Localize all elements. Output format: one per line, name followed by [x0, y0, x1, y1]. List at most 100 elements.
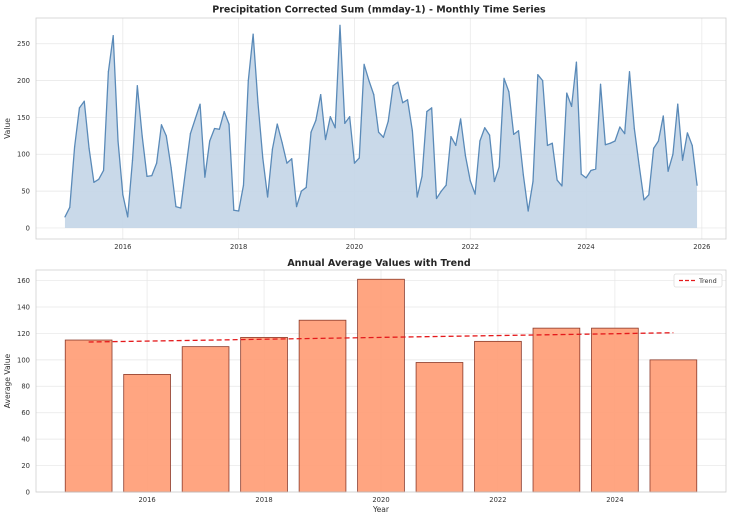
trend-line	[88, 332, 674, 343]
data-point	[151, 175, 153, 177]
data-point	[416, 196, 418, 198]
data-point	[247, 80, 249, 82]
y-tick-label: 20	[21, 462, 30, 470]
x-axis-label: Year	[372, 505, 390, 514]
y-tick-label: 140	[17, 303, 30, 311]
data-point	[300, 190, 302, 192]
data-point	[252, 33, 254, 35]
y-tick-label: 50	[21, 188, 30, 196]
data-point	[561, 185, 563, 187]
data-point	[291, 158, 293, 160]
data-point	[189, 133, 192, 135]
data-point	[156, 162, 158, 164]
data-point	[209, 140, 211, 142]
bar	[240, 336, 288, 493]
data-point	[368, 80, 370, 82]
data-point	[460, 118, 462, 120]
chart-title: Annual Average Values with Trend	[287, 258, 470, 269]
data-point	[440, 190, 442, 192]
data-point	[131, 159, 134, 161]
data-point	[696, 184, 698, 186]
data-point	[199, 103, 201, 105]
bars	[64, 278, 698, 493]
bar	[357, 278, 405, 493]
data-point	[122, 194, 124, 196]
data-point	[344, 122, 346, 124]
plot-frame	[35, 269, 727, 493]
data-point	[633, 127, 635, 130]
data-point	[136, 85, 138, 87]
data-point	[382, 136, 385, 138]
data-point	[580, 173, 582, 175]
data-point	[228, 123, 230, 125]
y-tick-label: 80	[21, 383, 30, 391]
area-fill	[64, 25, 698, 228]
data-point	[353, 162, 356, 164]
data-point	[175, 205, 177, 208]
x-tick-label: 2026	[693, 243, 710, 251]
data-point	[233, 209, 235, 211]
data-point	[373, 94, 375, 96]
data-point	[575, 61, 578, 63]
data-point	[464, 155, 467, 157]
data-point	[271, 148, 274, 150]
x-tick-label: 2020	[346, 243, 363, 251]
data-point	[677, 103, 679, 105]
x-tick-label: 2018	[230, 243, 247, 251]
bar	[474, 340, 522, 493]
data-point	[435, 197, 438, 200]
data-point	[527, 210, 529, 212]
data-point	[672, 153, 674, 155]
data-point	[117, 140, 119, 142]
data-point	[286, 162, 288, 164]
annual-average-chart: Annual Average Values with Trend 2016 20 1…	[3, 258, 727, 514]
data-point	[276, 123, 278, 125]
data-point	[329, 116, 331, 118]
x-tick-label: 2016	[138, 496, 155, 504]
data-point	[127, 216, 129, 218]
data-point	[184, 169, 187, 172]
data-point	[566, 92, 568, 94]
data-point	[599, 83, 602, 85]
data-point	[112, 35, 114, 37]
data-point	[262, 157, 264, 159]
y-tick-label: 160	[17, 277, 30, 285]
data-point	[493, 180, 495, 183]
data-point	[180, 207, 182, 209]
data-point	[78, 107, 81, 109]
data-point	[267, 196, 269, 198]
data-point	[542, 80, 544, 82]
data-point	[474, 193, 476, 195]
data-point	[349, 116, 351, 118]
data-point	[657, 140, 660, 142]
y-tick-label: 0	[26, 488, 30, 496]
data-point	[503, 77, 505, 80]
y-tick-label: 250	[17, 40, 30, 48]
data-point	[648, 194, 650, 196]
y-axis-label: Value	[3, 118, 12, 139]
y-tick-label: 0	[26, 224, 30, 232]
data-point	[411, 130, 413, 132]
data-point	[479, 140, 481, 142]
data-point	[445, 184, 447, 186]
data-point	[643, 199, 645, 201]
x-axis: 2016 2018 2020 2022 2024 2026	[114, 243, 710, 251]
data-point	[305, 186, 307, 189]
x-tick-label: 2022	[462, 243, 479, 251]
data-point	[98, 178, 100, 180]
bar	[532, 327, 581, 493]
bar	[591, 327, 639, 493]
data-point	[455, 144, 457, 147]
data-point	[194, 118, 196, 120]
series-line	[64, 24, 698, 218]
data-point	[513, 133, 515, 135]
data-point	[69, 206, 71, 208]
data-point	[686, 132, 688, 134]
data-point	[431, 107, 433, 109]
plot-frame	[35, 17, 727, 240]
data-point	[315, 119, 317, 121]
data-point	[74, 146, 76, 148]
y-tick-label: 150	[17, 114, 30, 122]
data-point	[590, 169, 592, 172]
